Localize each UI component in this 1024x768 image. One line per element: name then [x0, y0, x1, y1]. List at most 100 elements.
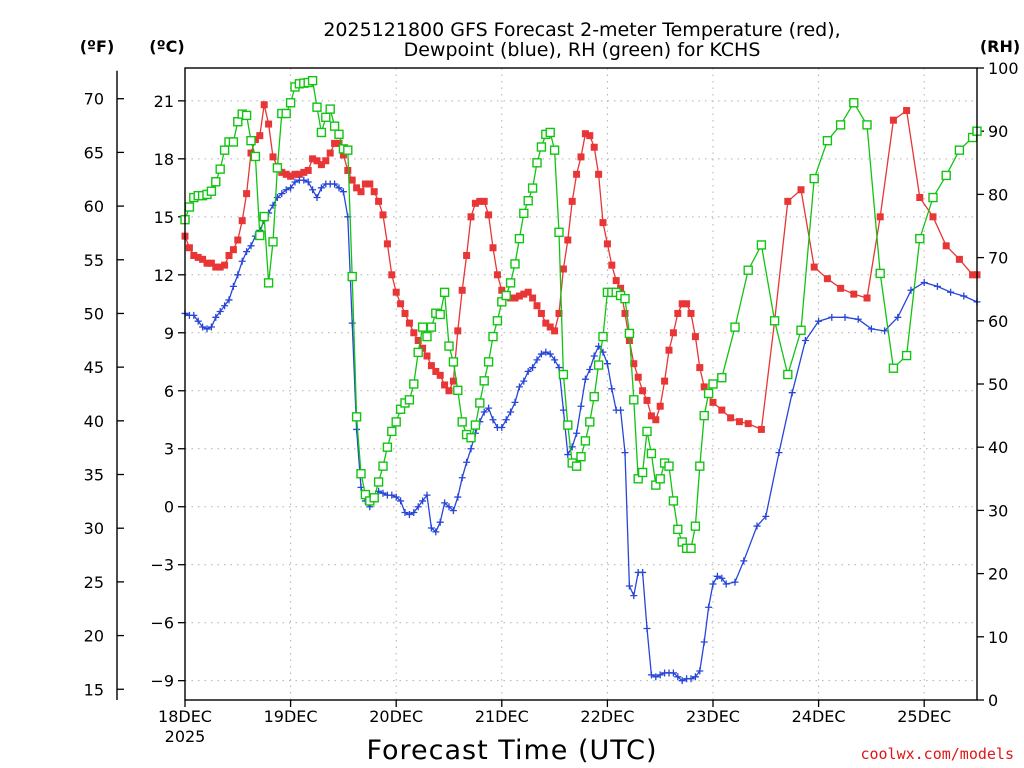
- temperature-point: [564, 236, 572, 244]
- temperature-point: [212, 263, 220, 271]
- temperature-point: [863, 294, 871, 302]
- dewpoint-point: [608, 385, 616, 393]
- dewpoint-point: [722, 580, 730, 588]
- temperature-point: [405, 319, 413, 327]
- rh-point: [699, 410, 709, 421]
- temperature-point: [608, 261, 616, 269]
- rh-tick-label: 90: [988, 122, 1008, 141]
- dewpoint-point: [788, 389, 796, 397]
- temperature-point: [889, 116, 897, 124]
- temperature-point: [656, 402, 664, 410]
- temperature-point: [331, 139, 339, 147]
- temperature-point: [718, 406, 726, 414]
- dewpoint-point: [762, 512, 770, 520]
- rh-point: [312, 102, 322, 112]
- rh-point: [492, 316, 503, 326]
- rh-point: [373, 477, 384, 487]
- time-tick-label: 25DEC: [897, 707, 951, 726]
- rh-point: [668, 496, 679, 506]
- rh-point: [246, 135, 256, 146]
- dewpoint-point: [564, 451, 572, 459]
- time-tick-label: 18DEC: [158, 707, 212, 726]
- rh-point: [941, 170, 951, 181]
- rh-point: [382, 442, 393, 452]
- rh-tick-label: 70: [988, 249, 1008, 268]
- rh-point: [285, 98, 296, 108]
- temperature-point: [590, 143, 598, 151]
- temperature-point: [370, 188, 378, 196]
- dewpoint-point: [643, 624, 651, 632]
- dewpoint-point: [960, 292, 968, 300]
- rh-point: [184, 202, 195, 212]
- rh-point: [637, 467, 648, 478]
- rh-point: [307, 75, 318, 86]
- temperature-point: [335, 139, 343, 147]
- temperature-point: [401, 309, 409, 317]
- temperature-point: [599, 219, 607, 227]
- temperature-point: [348, 176, 356, 184]
- dewpoint-point: [335, 184, 343, 192]
- dewpoint-point: [419, 497, 427, 505]
- rh-point: [545, 127, 555, 138]
- temperature-point: [379, 211, 387, 219]
- dewpoint-point: [577, 402, 585, 410]
- temperature-point: [397, 300, 405, 308]
- temperature-point: [661, 377, 669, 385]
- dewpoint-point: [718, 574, 726, 582]
- temperature-point: [265, 120, 273, 128]
- dewpoint-point: [669, 669, 677, 677]
- dewpoint-point: [397, 497, 405, 505]
- dewpoint-point: [353, 425, 361, 433]
- fahrenheit-tick-label: 25: [84, 573, 104, 592]
- rh-point: [387, 426, 397, 437]
- dewpoint-point: [647, 671, 655, 679]
- temperature-point: [969, 271, 977, 279]
- temperature-point: [260, 101, 268, 109]
- rh-point: [325, 104, 335, 114]
- temperature-point: [392, 288, 400, 296]
- time-tick-label: 22DEC: [580, 707, 634, 726]
- temperature-point: [282, 170, 290, 178]
- rh-point: [655, 474, 665, 484]
- rh-point: [646, 448, 657, 459]
- fahrenheit-tick-label: 45: [84, 358, 104, 377]
- dewpoint-point: [529, 364, 537, 372]
- temperature-point: [449, 377, 457, 385]
- temperature-point: [287, 172, 295, 180]
- rh-point: [783, 369, 793, 380]
- temperature-point: [876, 213, 884, 221]
- fahrenheit-axis: 15 20 25 30 35 40 45 50 55 60 65 70: [84, 70, 124, 700]
- temperature-point: [383, 240, 391, 248]
- temperature-point: [515, 292, 523, 300]
- rh-point: [378, 461, 388, 471]
- fahrenheit-tick-label: 35: [84, 466, 104, 485]
- dewpoint-point: [674, 673, 682, 681]
- temperature-point: [375, 197, 383, 205]
- rh-point: [585, 417, 595, 427]
- dewpoint-point: [436, 518, 444, 526]
- rh-point: [488, 331, 498, 342]
- dewpoint-point: [203, 325, 211, 333]
- dewpoint-point: [309, 186, 317, 194]
- temperature-point: [309, 155, 317, 163]
- temperature-point: [823, 275, 831, 283]
- rh-point: [321, 112, 331, 122]
- time-tick-label: 19DEC: [264, 707, 318, 726]
- rh-point: [413, 347, 423, 358]
- dewpoint-point: [507, 408, 515, 416]
- dewpoint-point: [489, 416, 497, 424]
- rh-point: [404, 395, 415, 405]
- dewpoint-point: [753, 522, 761, 530]
- temperature-point: [458, 286, 466, 294]
- dewpoint-point: [392, 493, 400, 501]
- rh-point: [272, 163, 283, 173]
- rh-point: [233, 117, 243, 127]
- temperature-point: [586, 132, 594, 140]
- temperature-point: [445, 387, 453, 395]
- dewpoint-point: [533, 356, 541, 364]
- rh-point: [571, 461, 582, 471]
- rh-point: [563, 420, 573, 430]
- rh-point: [347, 271, 357, 282]
- temperature-point: [207, 259, 215, 267]
